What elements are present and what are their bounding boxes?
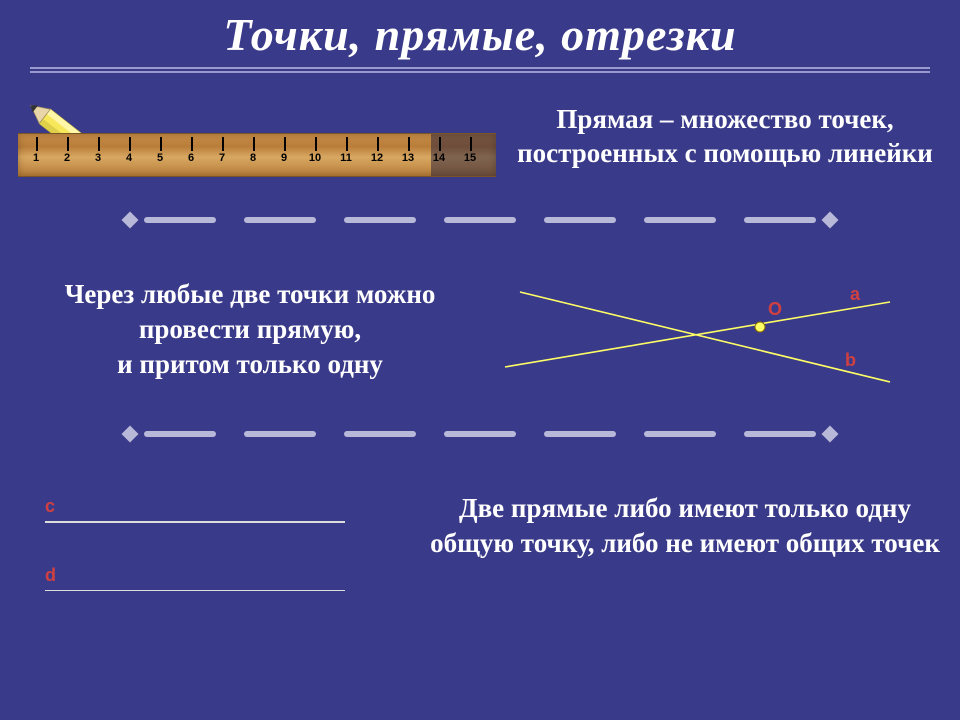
ruler-tick bbox=[129, 137, 131, 151]
line-label-b: b bbox=[845, 350, 856, 371]
divider-2 bbox=[130, 427, 830, 441]
axiom-common-point-text: Две прямые либо имеют только одну общую … bbox=[430, 491, 940, 561]
ruler-tick-label: 13 bbox=[402, 152, 414, 164]
ruler-tick bbox=[36, 137, 38, 151]
ruler-tick-label: 7 bbox=[219, 152, 225, 164]
ruler-tick bbox=[191, 137, 193, 151]
divider-dash bbox=[444, 217, 516, 223]
text-line: Через любые две точки можно провести пря… bbox=[65, 279, 436, 344]
ruler-tick bbox=[470, 137, 472, 151]
ruler-tick-label: 10 bbox=[309, 152, 321, 164]
ruler-tick-label: 9 bbox=[281, 152, 287, 164]
divider-dash bbox=[744, 431, 816, 437]
diamond-icon bbox=[822, 426, 839, 443]
divider-dash bbox=[644, 217, 716, 223]
point-label-O: O bbox=[768, 299, 782, 320]
diamond-icon bbox=[122, 426, 139, 443]
line-label-d: d bbox=[45, 565, 365, 586]
divider-dash bbox=[144, 431, 216, 437]
definition-line-text: Прямая – множество точек, построенных с … bbox=[500, 103, 950, 171]
ruler-tick bbox=[315, 137, 317, 151]
ruler-tick bbox=[67, 137, 69, 151]
diamond-icon bbox=[122, 212, 139, 229]
intersecting-lines-diagram bbox=[490, 247, 910, 417]
ruler-tick bbox=[439, 137, 441, 151]
divider-dash bbox=[644, 431, 716, 437]
line-c bbox=[45, 521, 345, 523]
ruler-tick bbox=[222, 137, 224, 151]
section-ruler: 123456789101112131415 Прямая – множество… bbox=[0, 73, 960, 213]
line-label-a: a bbox=[850, 284, 860, 305]
divider-dash bbox=[344, 217, 416, 223]
parallel-lines-diagram: c d bbox=[45, 496, 365, 591]
ruler-tick-label: 3 bbox=[95, 152, 101, 164]
ruler-tick bbox=[253, 137, 255, 151]
section-parallel: c d Две прямые либо имеют только одну об… bbox=[0, 441, 960, 661]
line-d bbox=[45, 590, 345, 592]
ruler-tick-label: 11 bbox=[340, 152, 352, 164]
divider-dash bbox=[344, 431, 416, 437]
divider-dash bbox=[544, 217, 616, 223]
ruler-tick-label: 14 bbox=[433, 152, 445, 164]
ruler-tick bbox=[377, 137, 379, 151]
divider-dash bbox=[744, 217, 816, 223]
ruler-tick-label: 1 bbox=[33, 152, 39, 164]
ruler-tick bbox=[98, 137, 100, 151]
divider-dash bbox=[444, 431, 516, 437]
line-label-c: c bbox=[45, 496, 365, 517]
divider-1 bbox=[130, 213, 830, 227]
ruler-tick-label: 4 bbox=[126, 152, 132, 164]
ruler-tick bbox=[284, 137, 286, 151]
section-intersecting: Через любые две точки можно провести пря… bbox=[0, 227, 960, 427]
divider-dash bbox=[244, 431, 316, 437]
page-title: Точки, прямые, отрезки bbox=[0, 0, 960, 61]
ruler-tick bbox=[346, 137, 348, 151]
ruler-tick-label: 5 bbox=[157, 152, 163, 164]
ruler-tick bbox=[408, 137, 410, 151]
ruler-tick-label: 12 bbox=[371, 152, 383, 164]
axiom-two-points-text: Через любые две точки можно провести пря… bbox=[20, 277, 480, 382]
ruler-tick-label: 6 bbox=[188, 152, 194, 164]
diamond-icon bbox=[822, 212, 839, 229]
ruler-tick-label: 2 bbox=[64, 152, 70, 164]
text-line: и притом только одну bbox=[117, 349, 383, 379]
divider-dash bbox=[244, 217, 316, 223]
divider-dash bbox=[144, 217, 216, 223]
ruler: 123456789101112131415 bbox=[18, 133, 496, 177]
ruler-tick bbox=[160, 137, 162, 151]
divider-dash bbox=[544, 431, 616, 437]
ruler-tick-label: 15 bbox=[464, 152, 476, 164]
ruler-tick-label: 8 bbox=[250, 152, 256, 164]
